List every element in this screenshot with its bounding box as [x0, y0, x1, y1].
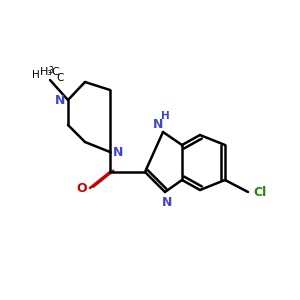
Text: Cl: Cl: [254, 185, 267, 199]
Text: N: N: [153, 118, 163, 130]
Text: O: O: [77, 182, 87, 194]
Text: H: H: [32, 70, 40, 80]
Text: H: H: [160, 111, 169, 121]
Text: C: C: [56, 73, 63, 83]
Text: N: N: [162, 196, 172, 208]
Text: 3: 3: [48, 66, 53, 75]
Text: N: N: [113, 146, 123, 158]
Text: N: N: [55, 94, 65, 106]
Text: H₃C: H₃C: [40, 67, 60, 77]
